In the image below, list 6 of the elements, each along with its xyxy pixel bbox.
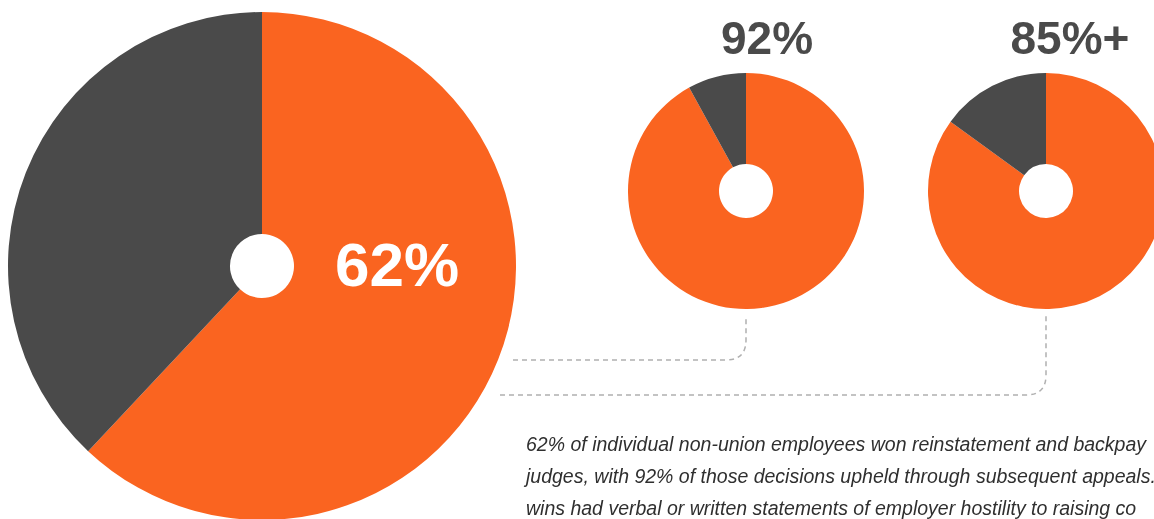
data-label: 62% [335,229,460,299]
text: 62% of individual non-union employees won reinstatement and backpay [526,432,1148,457]
chart-title: 85%+ [1010,12,1130,64]
text: wins had verbal or written statements of employer hostility to raising co [526,496,1138,519]
text: judges, with 92% of those decisions upheld through subsequent appeals. [526,464,1154,489]
chart-title: 92% [720,12,814,64]
